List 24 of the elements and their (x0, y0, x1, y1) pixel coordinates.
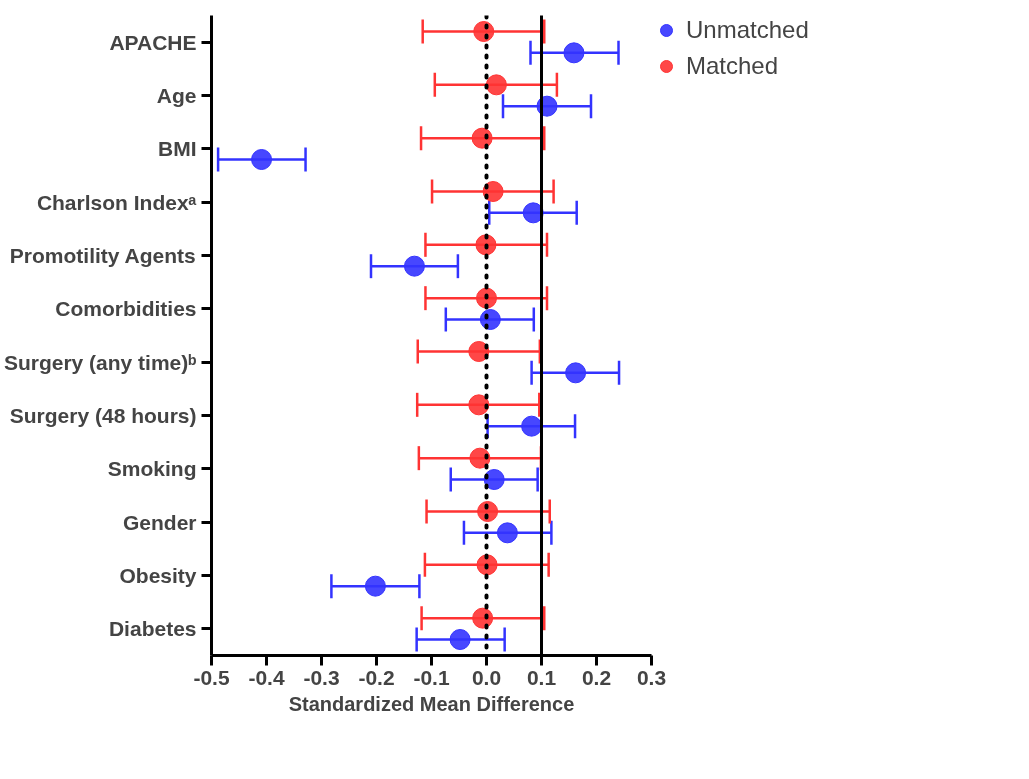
y-tick-label: Smoking (107, 457, 197, 481)
y-tick-label: Comorbidities (55, 297, 197, 321)
x-tick-label: 0.0 (471, 665, 502, 689)
x-tick-label: 0.3 (636, 665, 667, 689)
x-tick-label: 0.1 (526, 665, 557, 689)
x-tick-label: -0.2 (358, 665, 395, 689)
y-tick-label: Promotility Agents (9, 244, 196, 267)
y-tick-label: APACHE (109, 30, 197, 54)
x-tick-label: -0.1 (413, 665, 450, 689)
y-tick-label: BMI (158, 137, 197, 161)
y-tick-label: Gender (122, 510, 197, 534)
y-tick-label: Age (156, 84, 197, 107)
y-tick-label: Surgery (48 hours) (9, 404, 197, 427)
y-tick-label: Surgery (any time)ᵇ (3, 350, 197, 374)
y-tick-label: Obesity (119, 564, 197, 587)
y-tick-label: Charlson Indexᵃ (36, 190, 197, 214)
y-tick-label: Diabetes (108, 617, 197, 641)
legend-label: Matched (686, 52, 779, 80)
legend-label: Unmatched (686, 16, 809, 44)
x-axis-title: Standardized Mean Difference (288, 692, 575, 715)
x-tick-label: -0.4 (248, 665, 285, 689)
x-tick-label: -0.3 (303, 665, 340, 689)
x-tick-label: -0.5 (193, 665, 230, 689)
x-tick-label: 0.2 (581, 665, 612, 689)
